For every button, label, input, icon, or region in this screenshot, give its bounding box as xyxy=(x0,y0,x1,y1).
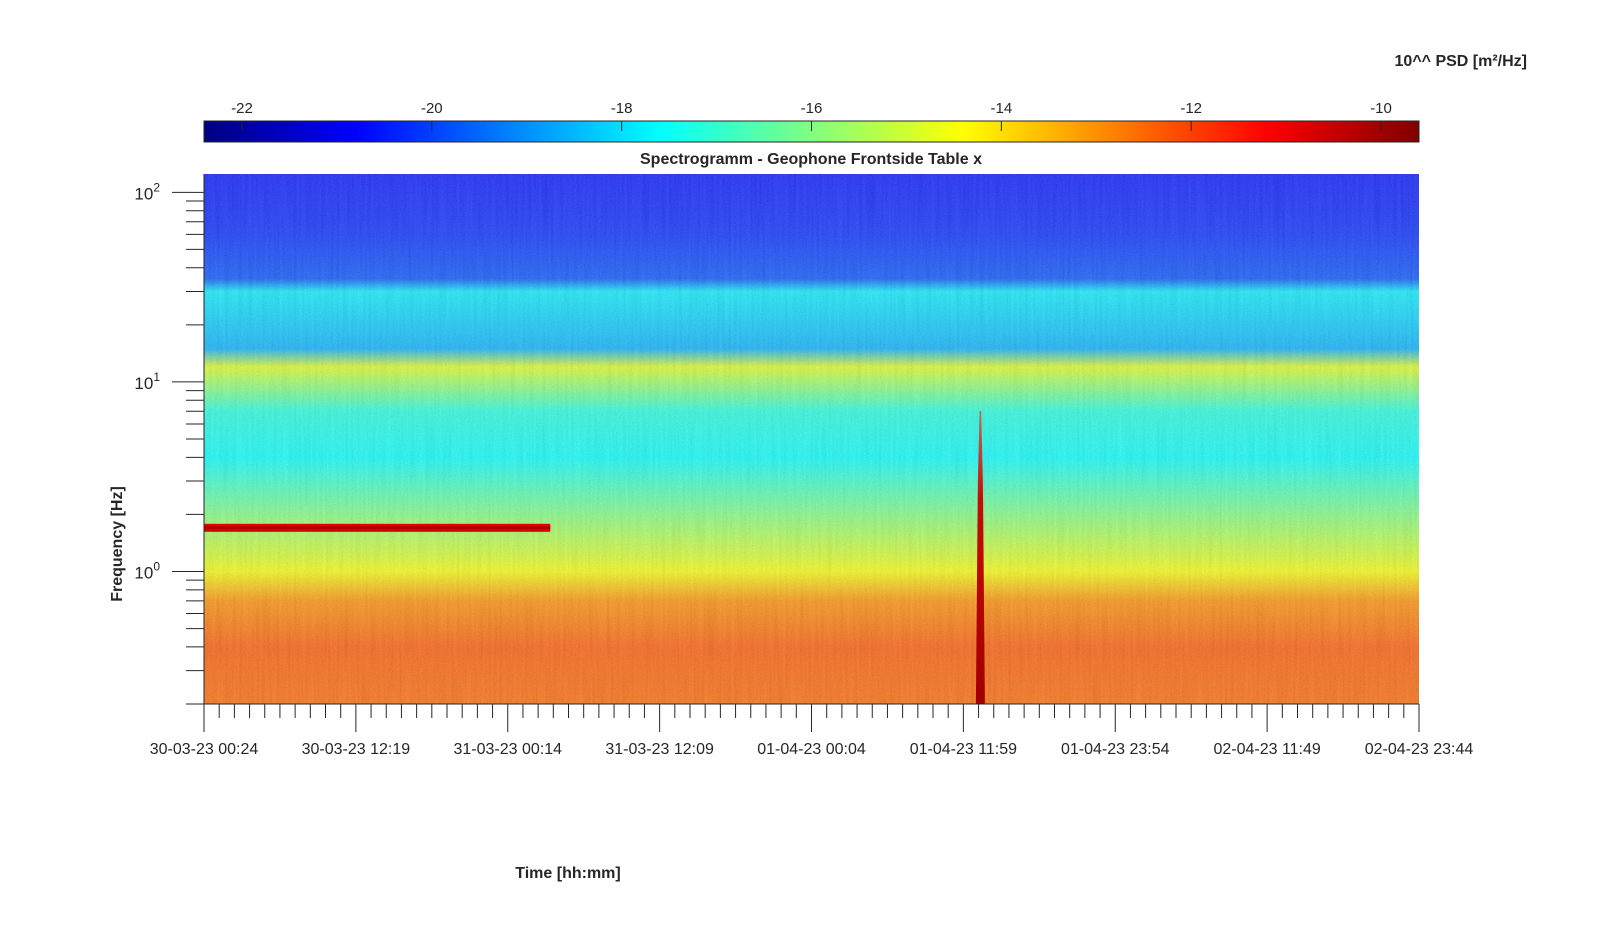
x-tick-label: 01-04-23 00:04 xyxy=(757,741,866,758)
x-axis: 30-03-23 00:24 30-03-23 12:19 31-03-23 00:… xyxy=(150,703,1474,758)
psd-noise-texture xyxy=(204,174,1419,704)
x-tick-label: 01-04-23 23:54 xyxy=(1061,741,1170,758)
x-tick-labels: 30-03-23 00:24 30-03-23 12:19 31-03-23 00:… xyxy=(150,741,1474,758)
colorbar: -22 -20 -18 -16 -14 -12 -10 xyxy=(203,100,1420,143)
spectrogram-features xyxy=(204,411,985,704)
spectrogram-image xyxy=(204,174,1419,704)
y-tick-label: 101 xyxy=(134,370,160,393)
y-tick-label: 100 xyxy=(134,560,160,583)
colorbar-tick-label: -10 xyxy=(1370,100,1392,117)
y-tick-labels: 102 101 100 xyxy=(134,180,160,582)
colorbar-ticks: -22 -20 -18 -16 -14 -12 -10 xyxy=(231,100,1392,131)
colorbar-tick-label: -16 xyxy=(801,100,823,117)
x-tick-label: 31-03-23 00:14 xyxy=(453,741,562,758)
narrowband-line-core xyxy=(204,526,551,530)
x-tick-label: 30-03-23 00:24 xyxy=(150,741,259,758)
x-axis-label: Time [hh:mm] xyxy=(515,865,620,882)
x-ticks xyxy=(203,704,1420,732)
y-major-ticks xyxy=(172,191,204,572)
chart-title: Spectrogramm - Geophone Frontside Table … xyxy=(640,151,982,168)
colorbar-tick-label: -14 xyxy=(991,100,1013,117)
broadband-burst xyxy=(975,411,985,704)
y-minor-ticks xyxy=(186,200,204,705)
x-tick-label: 30-03-23 12:19 xyxy=(302,741,411,758)
colorbar-tick-label: -22 xyxy=(231,100,253,117)
y-axis-label: Frequency [Hz] xyxy=(109,486,126,602)
colorbar-tick-label: -12 xyxy=(1180,100,1202,117)
y-axis: 102 101 100 xyxy=(134,174,205,705)
colorbar-tick-label: -18 xyxy=(611,100,633,117)
x-tick-label: 02-04-23 11:49 xyxy=(1213,741,1320,758)
x-tick-label: 02-04-23 23:44 xyxy=(1365,741,1474,758)
x-tick-label: 01-04-23 11:59 xyxy=(910,741,1017,758)
y-tick-label: 102 xyxy=(134,180,160,203)
colorbar-title: 10^^ PSD [m²/Hz] xyxy=(1395,53,1527,70)
colorbar-tick-label: -20 xyxy=(421,100,443,117)
x-tick-label: 31-03-23 12:09 xyxy=(605,741,714,758)
